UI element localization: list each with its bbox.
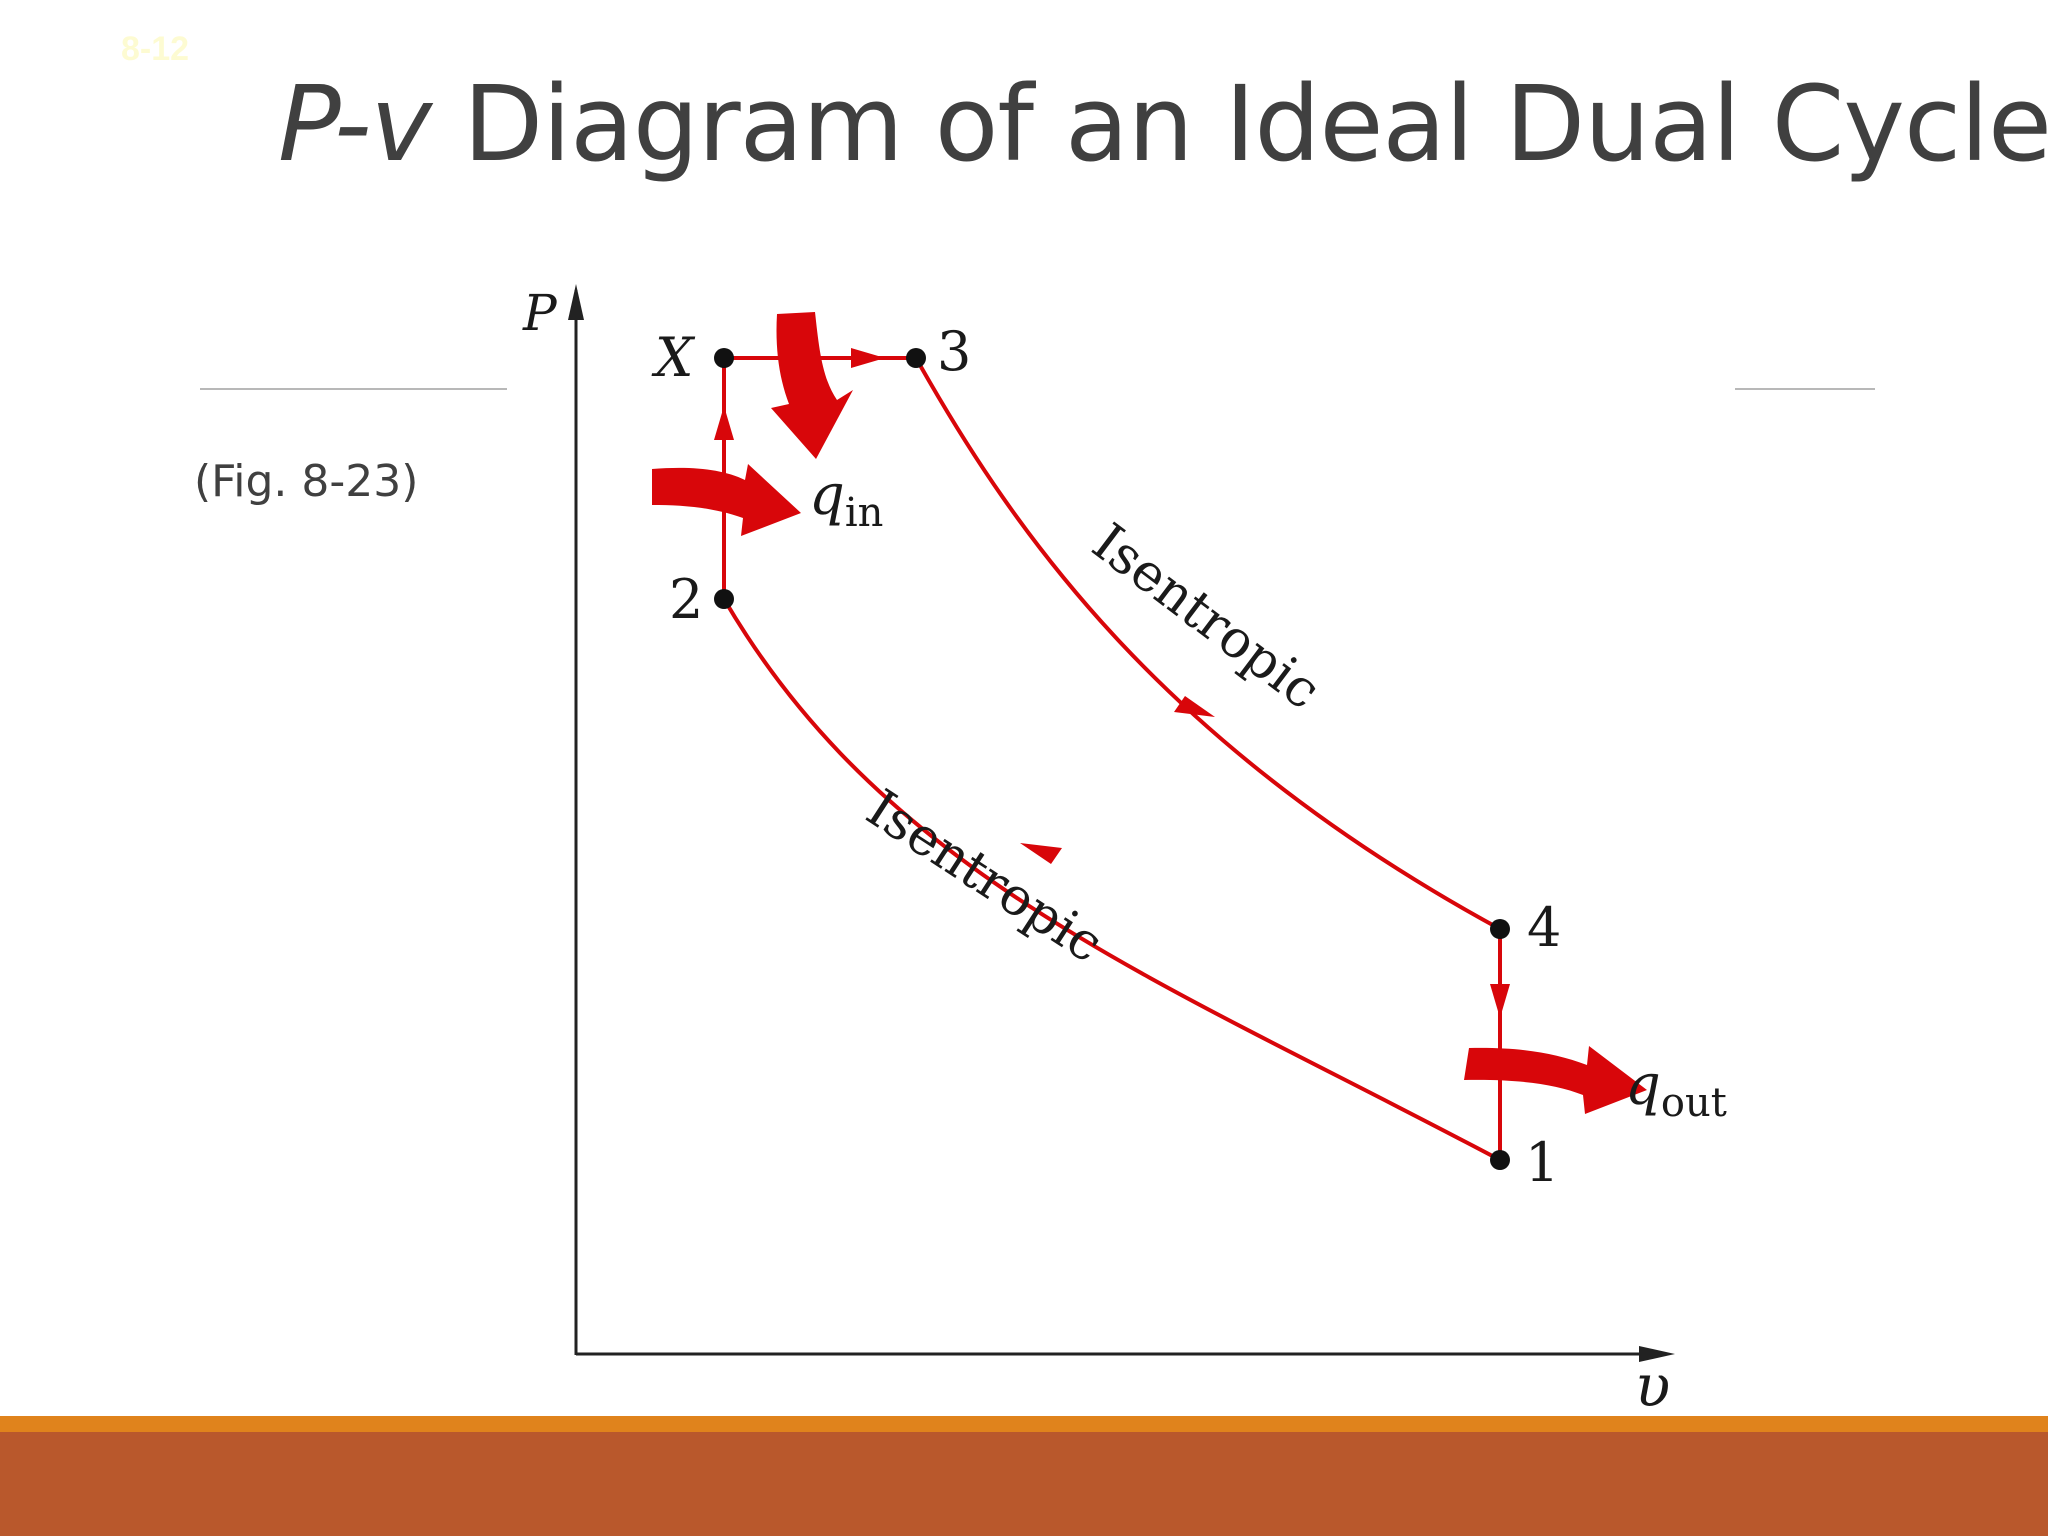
q-out-subscript: out (1661, 1080, 1727, 1126)
arrow-x-3 (851, 348, 885, 368)
pv-diagram-figure: P υ X 3 2 4 1 qin qout (507, 278, 1735, 1438)
state-point-x (714, 348, 734, 368)
state-point-3 (906, 348, 926, 368)
label-q-out: qout (1625, 1053, 1727, 1126)
label-q-in: qin (809, 463, 883, 536)
q-in-arrow-horizontal (652, 464, 801, 536)
figure-reference: (Fig. 8-23) (194, 456, 419, 507)
state-point-2 (714, 589, 734, 609)
v-axis-arrowhead (1639, 1346, 1675, 1362)
slide-number: 8-12 (121, 30, 190, 68)
p-axis-label: P (522, 284, 558, 342)
process-1-2-compression (722, 597, 1501, 1162)
p-axis-arrowhead (568, 284, 584, 320)
arrow-4-1 (1490, 984, 1510, 1018)
q-in-symbol: q (809, 463, 845, 528)
pv-diagram-svg: P υ X 3 2 4 1 qin qout (522, 284, 1727, 1420)
footer-bar (0, 1432, 2048, 1536)
q-out-symbol: q (1625, 1053, 1661, 1118)
divider-left (200, 388, 507, 390)
q-in-arrow-vertical (771, 312, 853, 459)
process-3-4-expansion (914, 357, 1501, 931)
label-point-2: 2 (669, 568, 703, 631)
title-italic-part: P-v (278, 63, 432, 185)
label-point-3: 3 (937, 320, 971, 383)
label-isentropic-expansion: Isentropic (1081, 512, 1331, 721)
label-point-1: 1 (1525, 1131, 1559, 1194)
v-axis-label: υ (1635, 1352, 1670, 1420)
label-point-x: X (651, 326, 696, 389)
q-out-arrow (1464, 1046, 1647, 1114)
divider-right (1735, 388, 1875, 390)
arrow-1-2 (1020, 843, 1062, 864)
title-rest: Diagram of an Ideal Dual Cycle (431, 63, 2048, 185)
arrow-3-4 (1174, 696, 1215, 717)
slide-title: P-v Diagram of an Ideal Dual Cycle (278, 62, 2048, 187)
footer-accent-stripe (0, 1416, 2048, 1432)
state-point-1 (1490, 1150, 1510, 1170)
q-in-subscript: in (845, 490, 884, 536)
label-point-4: 4 (1527, 896, 1561, 959)
arrow-2-x (714, 406, 734, 440)
label-isentropic-compression: Isentropic (856, 779, 1113, 975)
state-point-4 (1490, 919, 1510, 939)
